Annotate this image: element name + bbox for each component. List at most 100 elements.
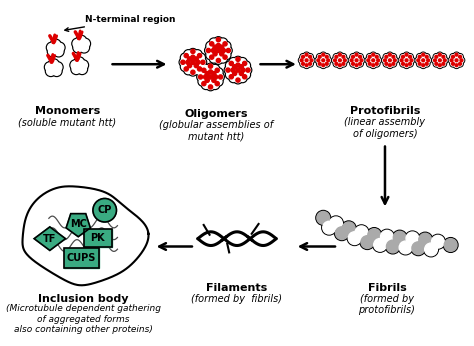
Circle shape <box>450 59 453 62</box>
Circle shape <box>78 60 89 71</box>
Circle shape <box>230 64 237 71</box>
Circle shape <box>375 55 378 58</box>
Circle shape <box>191 55 195 60</box>
Circle shape <box>193 50 202 59</box>
Circle shape <box>440 61 447 67</box>
Text: TF: TF <box>43 234 56 244</box>
Circle shape <box>374 61 380 67</box>
Circle shape <box>387 52 393 58</box>
Circle shape <box>202 66 210 72</box>
Circle shape <box>219 39 227 46</box>
Circle shape <box>207 43 214 49</box>
Circle shape <box>438 53 442 57</box>
Circle shape <box>409 62 411 65</box>
Circle shape <box>74 57 85 68</box>
Circle shape <box>229 73 238 83</box>
Circle shape <box>337 57 343 63</box>
Circle shape <box>45 62 55 73</box>
Circle shape <box>322 59 325 62</box>
Circle shape <box>455 64 458 67</box>
Circle shape <box>206 79 213 85</box>
Circle shape <box>202 82 210 88</box>
Circle shape <box>370 62 376 69</box>
Circle shape <box>452 55 455 58</box>
Circle shape <box>305 64 308 67</box>
Circle shape <box>317 54 323 60</box>
Circle shape <box>207 64 214 71</box>
Circle shape <box>243 75 247 79</box>
Circle shape <box>300 59 303 62</box>
Circle shape <box>350 54 356 60</box>
Circle shape <box>383 54 390 60</box>
Circle shape <box>450 61 456 67</box>
Circle shape <box>205 67 214 77</box>
Circle shape <box>243 65 252 75</box>
Text: Inclusion body: Inclusion body <box>38 293 128 303</box>
Text: Fibrils: Fibrils <box>367 283 406 293</box>
Circle shape <box>391 62 396 66</box>
Circle shape <box>422 59 425 62</box>
Circle shape <box>317 61 323 67</box>
Circle shape <box>388 58 392 63</box>
Circle shape <box>215 68 219 72</box>
Circle shape <box>322 220 337 235</box>
Bar <box>221 229 227 248</box>
Circle shape <box>239 65 243 69</box>
Circle shape <box>182 54 188 61</box>
Circle shape <box>438 53 441 56</box>
Circle shape <box>223 55 227 59</box>
Circle shape <box>435 62 438 65</box>
Circle shape <box>217 50 226 59</box>
Circle shape <box>207 52 214 58</box>
Circle shape <box>307 54 313 60</box>
Circle shape <box>443 238 458 252</box>
Circle shape <box>196 53 205 62</box>
Circle shape <box>75 58 83 66</box>
Circle shape <box>210 48 219 57</box>
Circle shape <box>243 71 249 78</box>
Circle shape <box>300 61 306 67</box>
Circle shape <box>197 72 206 82</box>
Circle shape <box>371 53 375 57</box>
Circle shape <box>443 59 446 62</box>
Polygon shape <box>22 186 148 285</box>
Circle shape <box>233 56 243 65</box>
Circle shape <box>448 57 455 63</box>
Circle shape <box>366 54 373 60</box>
Circle shape <box>202 82 206 86</box>
Circle shape <box>218 43 225 50</box>
Circle shape <box>432 57 438 63</box>
Circle shape <box>309 55 311 58</box>
Circle shape <box>308 62 312 66</box>
Text: (Microtubule dependent gathering
of aggregated forms
also containing other prote: (Microtubule dependent gathering of aggr… <box>6 304 161 334</box>
Circle shape <box>188 67 198 76</box>
Circle shape <box>209 85 213 89</box>
Circle shape <box>403 57 410 63</box>
Circle shape <box>385 62 388 65</box>
Circle shape <box>438 59 441 62</box>
Circle shape <box>191 49 195 54</box>
Circle shape <box>322 53 325 56</box>
Circle shape <box>214 77 223 86</box>
Circle shape <box>389 64 392 67</box>
Circle shape <box>328 216 343 231</box>
Circle shape <box>212 66 219 72</box>
Circle shape <box>425 243 438 256</box>
Circle shape <box>359 58 364 63</box>
Circle shape <box>316 58 320 63</box>
Circle shape <box>336 227 348 239</box>
Circle shape <box>367 62 372 66</box>
Circle shape <box>370 52 376 58</box>
Circle shape <box>348 57 355 63</box>
Circle shape <box>219 46 228 55</box>
Circle shape <box>213 75 218 79</box>
Circle shape <box>434 62 438 66</box>
Circle shape <box>374 55 379 59</box>
Circle shape <box>335 55 338 58</box>
Circle shape <box>405 64 408 67</box>
Circle shape <box>227 71 234 78</box>
Circle shape <box>238 57 247 67</box>
Circle shape <box>325 55 328 58</box>
Circle shape <box>199 78 206 85</box>
Circle shape <box>453 57 460 63</box>
